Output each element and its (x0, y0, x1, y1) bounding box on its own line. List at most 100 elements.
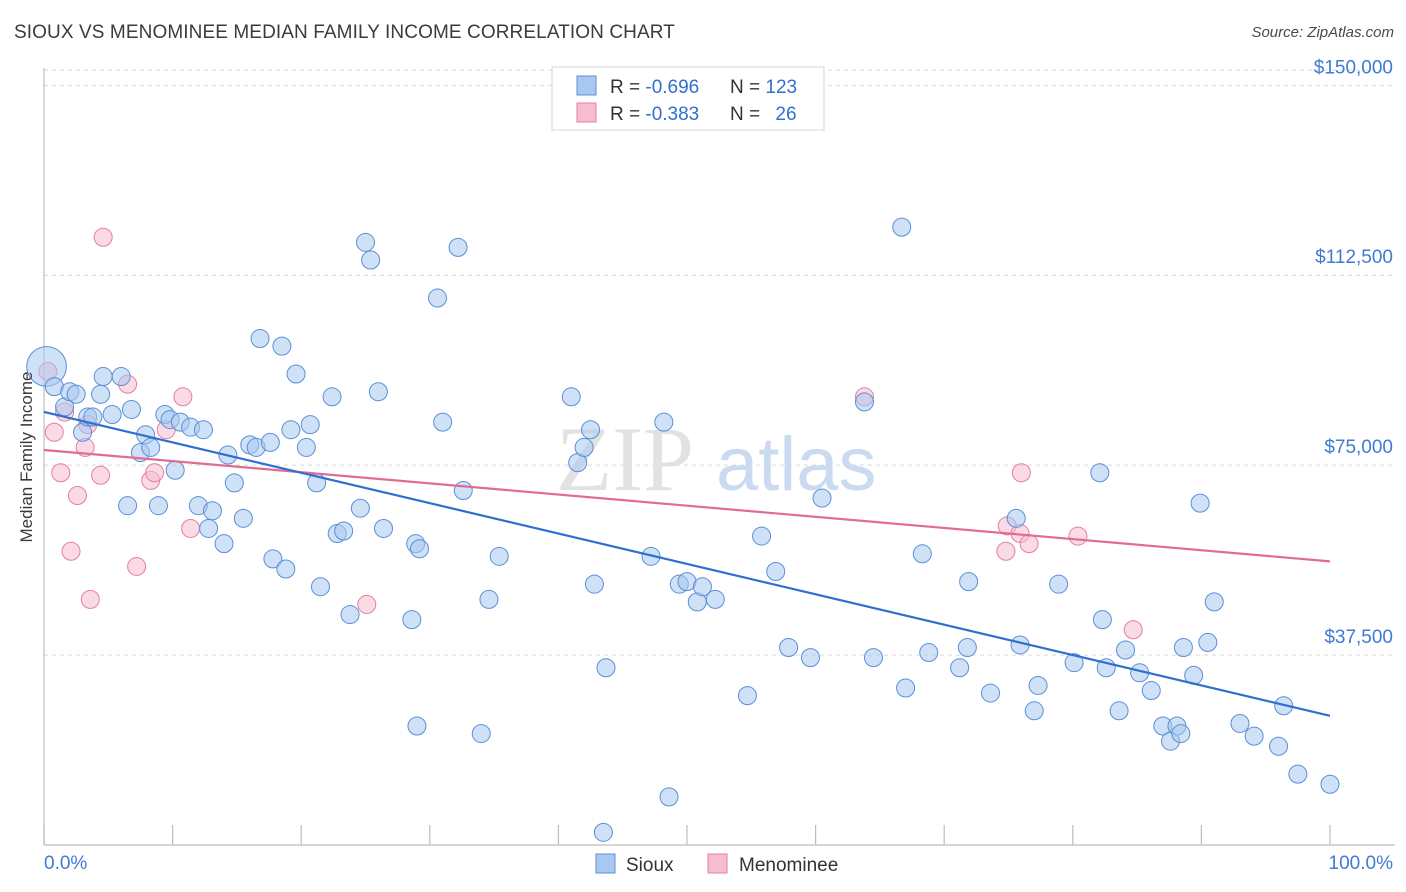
watermark-atlas: atlas (716, 422, 877, 507)
sioux-point (224, 473, 244, 493)
sioux-point (141, 437, 161, 457)
sioux-point (863, 648, 883, 668)
menominee-point (91, 465, 111, 485)
sioux-point (1198, 632, 1218, 652)
sioux-point (1064, 653, 1084, 673)
gridlines (44, 69, 1395, 656)
sioux-point (659, 787, 679, 807)
sioux-point (340, 605, 360, 625)
sioux-point (812, 488, 832, 508)
legend-r-value-menominee: -0.383 (645, 104, 699, 125)
sioux-point (102, 405, 122, 425)
sioux-point (581, 420, 601, 440)
svg-text:R = -0.696: R = -0.696 (610, 77, 699, 98)
sioux-point (980, 683, 1000, 703)
sioux-point (800, 648, 820, 668)
x-tick-label: 0.0% (44, 853, 87, 874)
series-legend: Sioux Menominee (595, 853, 838, 876)
sioux-point (912, 544, 932, 564)
menominee-point (80, 589, 100, 609)
sioux-point (1024, 701, 1044, 721)
correlation-legend: R = -0.696 N = 123 R = -0.383 N = 26 (551, 66, 825, 131)
legend-r-value-sioux: -0.696 (645, 77, 699, 98)
sioux-point (214, 534, 234, 554)
menominee-point (61, 541, 81, 561)
y-axis-label: Median Family Income (17, 371, 36, 542)
svg-text:N = 123: N = 123 (730, 77, 797, 98)
sioux-point (692, 577, 712, 597)
menominee-point (1011, 463, 1031, 483)
y-tick-label: $150,000 (1314, 57, 1393, 78)
sioux-point (374, 518, 394, 538)
sioux-point (1141, 681, 1161, 701)
sioux-point (1244, 726, 1264, 746)
menominee-point (1123, 620, 1143, 640)
y-tick-labels: $37,500 $75,000 $112,500 $150,000 (1314, 57, 1393, 648)
sioux-point (433, 412, 453, 432)
sioux-point (276, 559, 296, 579)
sioux-point (428, 288, 448, 308)
menominee-point (44, 422, 64, 442)
sioux-point (596, 658, 616, 678)
sioux-points (26, 217, 1340, 842)
x-tick-label: 100.0% (1329, 853, 1394, 874)
menominee-point (1068, 526, 1088, 546)
sioux-point (896, 678, 916, 698)
sioux-point (407, 716, 427, 736)
sioux-point (368, 382, 388, 402)
sioux-point (1230, 713, 1250, 733)
sioux-point (489, 546, 509, 566)
sioux-point (93, 367, 113, 387)
menominee-point (67, 486, 87, 506)
sioux-point (356, 232, 375, 252)
sioux-point (260, 432, 280, 452)
sioux-point (779, 637, 799, 657)
sioux-point (199, 518, 219, 538)
sioux-point (91, 384, 111, 404)
sioux-point (322, 387, 342, 407)
source-label: Source: ZipAtlas.com (1251, 24, 1394, 41)
legend-n-label: N = (730, 104, 765, 125)
sioux-point (561, 387, 581, 407)
legend-n-value-menominee: 26 (775, 104, 796, 125)
legend-bottom-swatch-menominee (707, 853, 728, 874)
sioux-point (471, 724, 491, 744)
sioux-point (1109, 701, 1129, 721)
y-tick-label: $112,500 (1315, 247, 1393, 268)
sioux-point (263, 549, 283, 569)
sioux-point (165, 460, 185, 480)
trendlines (43, 410, 1331, 717)
sioux-point (410, 539, 430, 559)
axes (43, 68, 1395, 846)
sioux-point (448, 237, 468, 257)
svg-text:N = 26: N = 26 (730, 104, 797, 125)
sioux-point (479, 589, 499, 609)
sioux-point (193, 420, 213, 440)
sioux-point (959, 572, 979, 592)
sioux-point (1269, 736, 1289, 756)
sioux-point (453, 480, 473, 500)
sioux-point (1049, 574, 1069, 594)
menominee-point (51, 463, 71, 483)
legend-swatch-sioux (576, 75, 597, 96)
menominee-point (93, 227, 113, 247)
y-tick-label: $37,500 (1324, 627, 1393, 648)
sioux-point (584, 574, 604, 594)
sioux-point (1116, 640, 1136, 660)
sioux-point (1288, 764, 1308, 784)
sioux-point (1092, 610, 1112, 630)
sioux-point (593, 822, 613, 842)
sioux-point (752, 526, 772, 546)
sioux-point (574, 437, 594, 457)
sioux-point (286, 364, 306, 384)
sioux-point (1090, 463, 1110, 483)
sioux-point (66, 384, 86, 404)
sioux-point (300, 415, 320, 435)
sioux-point (737, 686, 757, 706)
sioux-point (1171, 724, 1191, 744)
menominee-point (145, 463, 165, 483)
sioux-point (654, 412, 674, 432)
sioux-point (111, 367, 131, 387)
sioux-point (118, 496, 138, 516)
